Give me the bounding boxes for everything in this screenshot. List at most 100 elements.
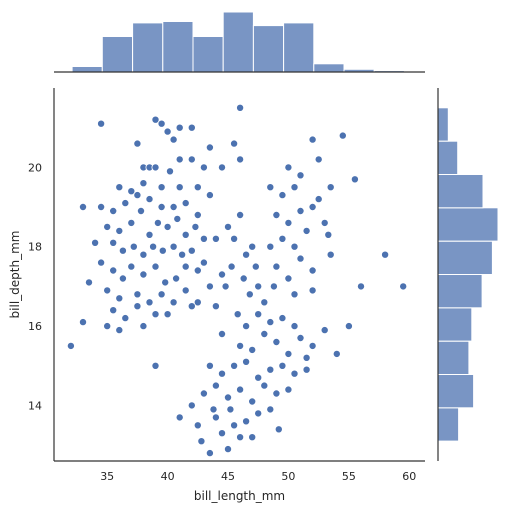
scatter-point [266, 183, 275, 192]
x-tick-label: 35 [100, 470, 114, 483]
scatter-point [278, 361, 287, 370]
scatter-point [205, 449, 214, 458]
scatter-point [181, 230, 190, 239]
scatter-point [211, 302, 220, 311]
x-tick-label: 60 [402, 470, 416, 483]
scatter-point [230, 234, 239, 243]
scatter-point [260, 381, 269, 390]
scatter-point [127, 218, 136, 227]
scatter-point [157, 119, 166, 128]
y-histogram-bar [437, 407, 460, 442]
scatter-point [266, 318, 275, 327]
y-marginal-histogram [437, 88, 499, 461]
scatter-point [115, 226, 124, 235]
scatter-point [151, 163, 160, 172]
scatter-point [226, 405, 235, 414]
scatter-point [356, 282, 365, 291]
scatter-point [266, 365, 275, 374]
scatter-point [127, 262, 136, 271]
x-axis-label: bill_length_mm [194, 489, 285, 503]
scatter-point [118, 274, 127, 283]
scatter-point [254, 409, 263, 418]
scatter-point [172, 274, 181, 283]
scatter-point [278, 191, 287, 200]
scatter-point [169, 135, 178, 144]
scatter-point [133, 191, 142, 200]
scatter-point [302, 353, 311, 362]
scatter-point [338, 131, 347, 140]
scatter-point [197, 437, 206, 446]
x-histogram-bar [283, 22, 315, 73]
scatter-point [236, 103, 245, 112]
y-histogram-bar [437, 274, 483, 309]
scatter-point [199, 258, 208, 267]
scatter-point [97, 202, 106, 211]
scatter-point [236, 433, 245, 442]
x-histogram-bar [313, 63, 345, 73]
scatter-point [153, 218, 162, 227]
scatter-point [284, 385, 293, 394]
scatter-point [217, 429, 226, 438]
x-histogram-bar [192, 36, 224, 73]
scatter-point [230, 361, 239, 370]
scatter-point [158, 246, 167, 255]
scatter-point [145, 195, 154, 204]
scatter-point [314, 195, 323, 204]
scatter-point [193, 298, 202, 307]
scatter-point [308, 266, 317, 275]
scatter-point [187, 302, 196, 311]
scatter-point [66, 341, 75, 350]
scatter-point [284, 163, 293, 172]
scatter-point [254, 282, 263, 291]
scatter-point [193, 210, 202, 219]
scatter-points [66, 103, 408, 458]
y-histogram-bar [437, 240, 493, 275]
scatter-point [133, 302, 142, 311]
scatter-point [284, 218, 293, 227]
scatter-point [85, 278, 94, 287]
y-axis-label: bill_depth_mm [8, 231, 22, 319]
scatter-point [230, 139, 239, 148]
y-tick-label: 16 [28, 320, 42, 333]
scatter-point [344, 322, 353, 331]
scatter-point [254, 310, 263, 319]
scatter-point [199, 163, 208, 172]
scatter-point [79, 318, 88, 327]
scatter-point [233, 310, 242, 319]
scatter-point [181, 286, 190, 295]
scatter-point [332, 349, 341, 358]
scatter-point [211, 234, 220, 243]
y-histogram-bar [437, 374, 475, 409]
scatter-point [242, 417, 251, 426]
scatter-point [205, 361, 214, 370]
scatter-point [181, 262, 190, 271]
scatter-point [223, 222, 232, 231]
scatter-point [236, 385, 245, 394]
y-histogram-bar [437, 140, 459, 175]
scatter-point [248, 433, 257, 442]
scatter-point [211, 413, 220, 422]
scatter-point [290, 290, 299, 299]
scatter-point [399, 282, 408, 291]
scatter-point [326, 183, 335, 192]
scatter-point [127, 187, 136, 196]
scatter-point [133, 290, 142, 299]
scatter-point [139, 270, 148, 279]
scatter-point [187, 155, 196, 164]
scatter-point [290, 183, 299, 192]
scatter-point [308, 286, 317, 295]
scatter-point [163, 127, 172, 136]
scatter-point [236, 341, 245, 350]
scatter-point [326, 250, 335, 259]
scatter-point [118, 246, 127, 255]
scatter-point [290, 322, 299, 331]
scatter-point [205, 282, 214, 291]
scatter-point [324, 230, 333, 239]
scatter-point [230, 421, 239, 430]
scatter-point [139, 179, 148, 188]
scatter-point [217, 163, 226, 172]
scatter-point [274, 425, 283, 434]
scatter-point [163, 310, 172, 319]
scatter-point [115, 326, 124, 335]
